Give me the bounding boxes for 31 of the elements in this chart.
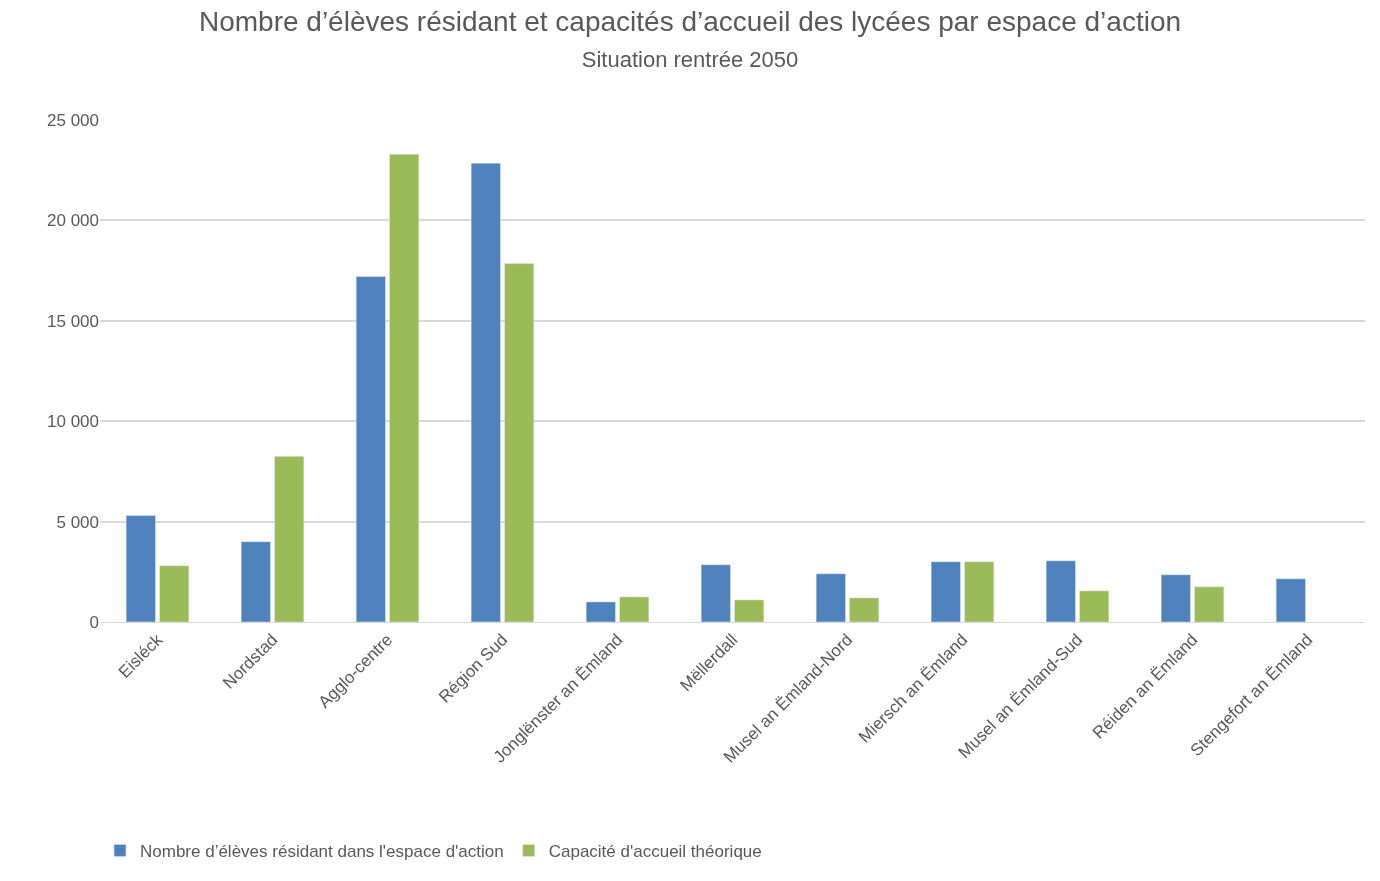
- bar: [1160, 574, 1191, 622]
- bar: [470, 162, 501, 622]
- bar: [619, 596, 650, 622]
- bar: [389, 153, 420, 622]
- bar: [240, 541, 271, 622]
- y-tick-label: 25 000: [47, 110, 99, 130]
- bar: [1079, 590, 1110, 622]
- bar: [355, 276, 386, 622]
- bar: [1194, 586, 1225, 622]
- bar: [815, 573, 846, 622]
- chart-subtitle: Situation rentrée 2050: [581, 47, 799, 73]
- bar: [504, 263, 535, 622]
- bar: [930, 561, 961, 622]
- bar: [585, 601, 616, 622]
- bar: [274, 456, 305, 622]
- y-tick-label: 0: [89, 612, 99, 632]
- legend-label: Capacité d'accueil théorique: [548, 842, 762, 862]
- y-tick-label: 20 000: [47, 211, 99, 231]
- y-tick-label: 10 000: [47, 412, 99, 432]
- y-tick-label: 15 000: [47, 311, 99, 331]
- y-tick-label: 5 000: [56, 512, 99, 532]
- bar: [1045, 560, 1076, 622]
- bar: [734, 599, 765, 622]
- bar: [159, 565, 190, 622]
- bar: [700, 564, 731, 622]
- bar: [849, 597, 880, 622]
- chart-title: Nombre d’élèves résidant et capacités d’accueil des lycées par espace d’action: [198, 5, 1182, 37]
- bar: [125, 515, 156, 622]
- bar: [1275, 578, 1306, 622]
- bar: [964, 561, 995, 622]
- legend-label: Nombre d’élèves résidant dans l'espace d'action: [140, 842, 504, 862]
